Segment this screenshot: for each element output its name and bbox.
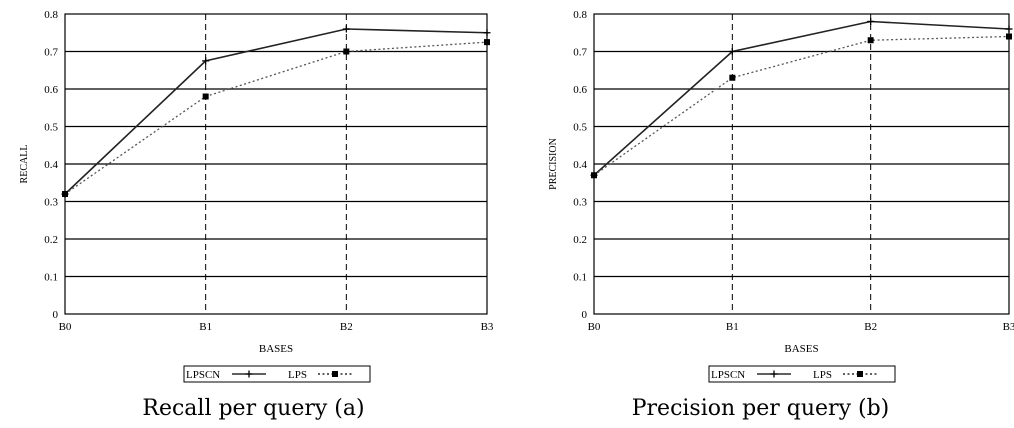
y-tick-label: 0.6 <box>573 84 587 96</box>
precision-chart: 0 0.1 0.2 0.3 0.4 0.5 0.6 0.7 0.8 B0 B1 B2 B3 BASES PR… <box>548 9 1014 383</box>
data-point-lpscn <box>342 25 350 33</box>
y-tick-label: 0.7 <box>573 47 587 59</box>
data-point-lpscn <box>1005 25 1013 33</box>
precision-chart-caption: Precision per query (b) <box>631 396 890 421</box>
data-point-lps <box>867 37 874 44</box>
series-line-lps <box>64 41 488 195</box>
y-axis-label: PRECISION <box>548 138 559 190</box>
y-tick-label: 0.1 <box>573 272 587 284</box>
x-axis-label: BASES <box>259 343 293 355</box>
data-point-lpscn <box>202 57 210 65</box>
legend: LPSCN LPS <box>183 365 371 383</box>
y-tick-label: 0.6 <box>44 84 58 96</box>
data-point-lps <box>591 172 597 179</box>
x-tick-label: B0 <box>59 321 72 333</box>
y-tick-label: 0.4 <box>573 159 587 171</box>
y-tick-label: 0.8 <box>573 9 587 21</box>
series-line-lps <box>593 35 1010 176</box>
y-tick-label: 0.1 <box>44 272 58 284</box>
recall-chart-panel: 0 0.1 0.2 0.3 0.4 0.5 0.6 0.7 0.8 B0 B1 B2 B3 BASES RE… <box>19 9 494 421</box>
recall-chart-caption: Recall per query (a) <box>142 396 365 421</box>
data-point-lpscn <box>483 29 491 37</box>
data-point-lps <box>343 48 350 55</box>
legend-label-lpscn: LPSCN <box>186 369 220 381</box>
precision-chart-panel: 0 0.1 0.2 0.3 0.4 0.5 0.6 0.7 0.8 B0 B1 B2 B3 BASES PR… <box>507 0 1014 428</box>
legend-marker-lpscn <box>245 370 253 378</box>
y-tick-label: 0.5 <box>573 122 587 134</box>
plot-frame <box>593 13 1010 315</box>
data-point-lps <box>1006 33 1012 40</box>
x-tick-label: B2 <box>864 321 877 333</box>
legend-marker-lpscn <box>770 370 778 378</box>
y-tick-label: 0.4 <box>44 159 58 171</box>
data-point-lps <box>729 74 736 81</box>
x-tick-label: B3 <box>1003 321 1014 333</box>
x-tick-label: B1 <box>726 321 739 333</box>
data-point-lpscn <box>867 18 875 25</box>
legend-label-lps: LPS <box>813 369 832 381</box>
data-point-lps <box>484 39 490 46</box>
y-tick-label: 0.5 <box>44 122 58 134</box>
legend-marker-lps <box>857 371 863 377</box>
y-tick-label: 0.7 <box>44 47 58 59</box>
y-tick-label: 0.2 <box>44 234 58 246</box>
data-point-lpscn <box>728 48 736 55</box>
x-tick-label: B1 <box>199 321 212 333</box>
series-line-lpscn <box>593 20 1010 176</box>
plot-frame <box>64 13 488 315</box>
x-axis-label: BASES <box>784 343 818 355</box>
legend-marker-lps <box>332 371 338 377</box>
y-tick-label: 0.3 <box>573 197 587 209</box>
legend: LPSCN LPS <box>708 365 896 383</box>
x-tick-label: B2 <box>340 321 353 333</box>
y-axis-label: RECALL <box>19 145 30 184</box>
y-tick-label: 0 <box>582 309 588 321</box>
legend-label-lps: LPS <box>288 369 307 381</box>
y-tick-label: 0.2 <box>573 234 587 246</box>
x-tick-label: B3 <box>481 321 494 333</box>
y-tick-label: 0.3 <box>44 197 58 209</box>
data-point-lps <box>202 93 209 100</box>
y-tick-label: 0.8 <box>44 9 58 21</box>
series-line-lpscn <box>64 28 488 195</box>
legend-label-lpscn: LPSCN <box>711 369 745 381</box>
data-point-lps <box>62 191 68 197</box>
recall-chart: 0 0.1 0.2 0.3 0.4 0.5 0.6 0.7 0.8 B0 B1 B2 B3 BASES RE… <box>19 9 494 383</box>
x-tick-label: B0 <box>588 321 601 333</box>
y-tick-label: 0 <box>53 309 59 321</box>
legend-box <box>183 365 371 383</box>
legend-box <box>708 365 896 383</box>
